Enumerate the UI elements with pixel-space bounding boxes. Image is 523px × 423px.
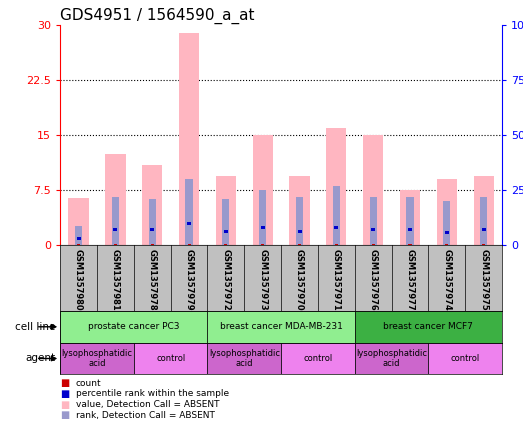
Bar (253, 135, 273, 245)
Bar (372, 244, 374, 245)
Text: ■: ■ (60, 400, 70, 409)
Bar (222, 199, 230, 245)
Text: rank, Detection Call = ABSENT: rank, Detection Call = ABSENT (76, 411, 215, 420)
Bar (224, 230, 228, 233)
Bar (216, 176, 236, 245)
Bar (298, 230, 302, 233)
Text: ■: ■ (60, 389, 70, 399)
Bar (188, 244, 190, 245)
Text: value, Detection Call = ABSENT: value, Detection Call = ABSENT (76, 400, 219, 409)
Bar (60, 343, 134, 374)
Bar (281, 343, 355, 374)
Text: control: control (303, 354, 333, 363)
Text: GSM1357981: GSM1357981 (111, 249, 120, 310)
Bar (77, 244, 80, 245)
Text: control: control (451, 354, 480, 363)
Bar (76, 237, 81, 240)
Bar (355, 343, 428, 374)
Text: GSM1357972: GSM1357972 (221, 249, 230, 310)
Bar (335, 244, 338, 245)
Bar (208, 343, 281, 374)
Bar (333, 186, 340, 245)
Bar (296, 197, 303, 245)
Text: percentile rank within the sample: percentile rank within the sample (76, 389, 229, 398)
Bar (473, 176, 494, 245)
Bar (142, 165, 162, 245)
Text: breast cancer MCF7: breast cancer MCF7 (383, 322, 473, 331)
Text: GSM1357974: GSM1357974 (442, 249, 451, 310)
Bar (112, 197, 119, 245)
Bar (355, 311, 502, 343)
Text: ■: ■ (60, 378, 70, 388)
Bar (334, 226, 338, 229)
Bar (444, 201, 450, 245)
Text: GSM1357970: GSM1357970 (295, 249, 304, 310)
Bar (260, 226, 265, 229)
Bar (400, 190, 420, 245)
Text: agent: agent (26, 354, 56, 363)
Text: count: count (76, 379, 101, 387)
Bar (187, 222, 191, 225)
Bar (428, 343, 502, 374)
Text: GSM1357973: GSM1357973 (258, 249, 267, 310)
Bar (371, 228, 375, 231)
Bar (149, 199, 156, 245)
Bar (114, 244, 117, 245)
Text: cell line: cell line (15, 322, 56, 332)
Bar (445, 231, 449, 233)
Bar (480, 197, 487, 245)
Bar (179, 33, 199, 245)
Bar (208, 311, 355, 343)
Bar (298, 244, 301, 245)
Text: control: control (156, 354, 185, 363)
Bar (445, 244, 448, 245)
Bar (151, 244, 154, 245)
Text: lysophosphatidic
acid: lysophosphatidic acid (62, 349, 132, 368)
Bar (406, 197, 414, 245)
Bar (261, 244, 264, 245)
Text: lysophosphatidic
acid: lysophosphatidic acid (356, 349, 427, 368)
Bar (289, 176, 310, 245)
Bar (370, 197, 377, 245)
Text: GSM1357975: GSM1357975 (479, 249, 488, 310)
Bar (363, 135, 383, 245)
Bar (482, 228, 486, 231)
Bar (224, 244, 228, 245)
Text: ■: ■ (60, 410, 70, 420)
Bar (186, 179, 192, 245)
Bar (259, 190, 266, 245)
Text: GSM1357977: GSM1357977 (405, 249, 415, 310)
Bar (113, 228, 117, 231)
Bar (75, 225, 82, 245)
Bar (150, 228, 154, 231)
Text: GSM1357979: GSM1357979 (185, 249, 194, 310)
Text: GSM1357980: GSM1357980 (74, 249, 83, 310)
Bar (437, 179, 457, 245)
Text: prostate cancer PC3: prostate cancer PC3 (88, 322, 179, 331)
Text: GSM1357971: GSM1357971 (332, 249, 341, 310)
Bar (134, 343, 208, 374)
Text: GSM1357978: GSM1357978 (147, 249, 157, 310)
Text: breast cancer MDA-MB-231: breast cancer MDA-MB-231 (220, 322, 343, 331)
Bar (482, 244, 485, 245)
Text: GDS4951 / 1564590_a_at: GDS4951 / 1564590_a_at (60, 8, 255, 24)
Text: GSM1357976: GSM1357976 (369, 249, 378, 310)
Bar (60, 311, 208, 343)
Bar (326, 128, 346, 245)
Bar (408, 228, 412, 231)
Bar (69, 198, 89, 245)
Text: lysophosphatidic
acid: lysophosphatidic acid (209, 349, 280, 368)
Bar (408, 244, 412, 245)
Bar (105, 154, 126, 245)
